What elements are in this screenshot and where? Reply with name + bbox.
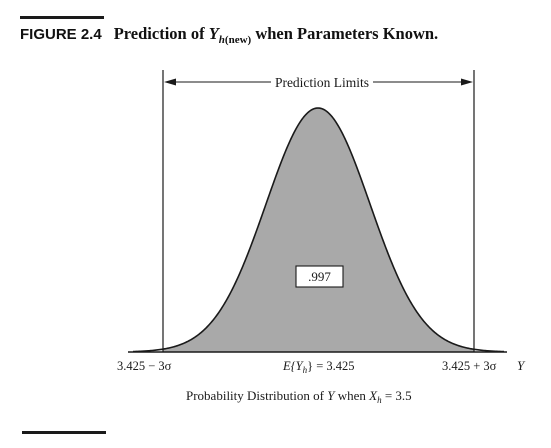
- upper-limit-label: 3.425 + 3σ: [442, 359, 497, 373]
- distribution-caption-suffix: = 3.5: [382, 388, 412, 403]
- lower-limit-label: 3.425 − 3σ: [117, 359, 172, 373]
- distribution-caption-mid: when: [334, 388, 369, 403]
- distribution-caption-sub: h: [377, 395, 382, 405]
- caption-bottom-rule: [22, 431, 106, 434]
- area-label-box: [295, 265, 344, 288]
- distribution-caption-xvar: X: [368, 388, 378, 403]
- distribution-caption-prefix: Probability Distribution of: [186, 388, 327, 403]
- figure-title: Prediction of Yh(new) when Parameters Kn…: [113, 24, 439, 46]
- caption-top-rule: [20, 16, 104, 19]
- figure-title-sub-h: h: [218, 34, 225, 46]
- figure-title-suffix: when Parameters Known.: [251, 24, 439, 43]
- figure-label: FIGURE 2.4: [20, 26, 102, 43]
- figure-title-sub-new: (new): [224, 34, 252, 46]
- mean-label-sub: h: [303, 365, 308, 375]
- area-probability-label: .997: [308, 269, 331, 284]
- limits-arrow-right-head: [461, 78, 473, 86]
- distribution-caption-var: Y: [327, 388, 336, 403]
- limits-arrow-left-head: [164, 78, 176, 86]
- mean-label-suffix: } = 3.425: [307, 359, 354, 373]
- mean-label: E{Yh} = 3.425: [282, 359, 355, 375]
- shaded-probability-area: [163, 108, 474, 352]
- prediction-limits-label: Prediction Limits: [275, 75, 369, 90]
- figure-title-var: Y: [208, 24, 219, 43]
- figure-title-prefix: Prediction of: [113, 24, 209, 43]
- figure-title-subscript: h(new): [219, 34, 251, 46]
- normal-curve: [132, 107, 505, 353]
- mean-label-prefix: E{Y: [282, 359, 305, 373]
- figure-caption: FIGURE 2.4 Prediction of Yh(new) when Par…: [20, 24, 438, 46]
- axis-variable-label: Y: [517, 358, 526, 373]
- distribution-caption: Probability Distribution of Y when Xh = …: [186, 388, 412, 405]
